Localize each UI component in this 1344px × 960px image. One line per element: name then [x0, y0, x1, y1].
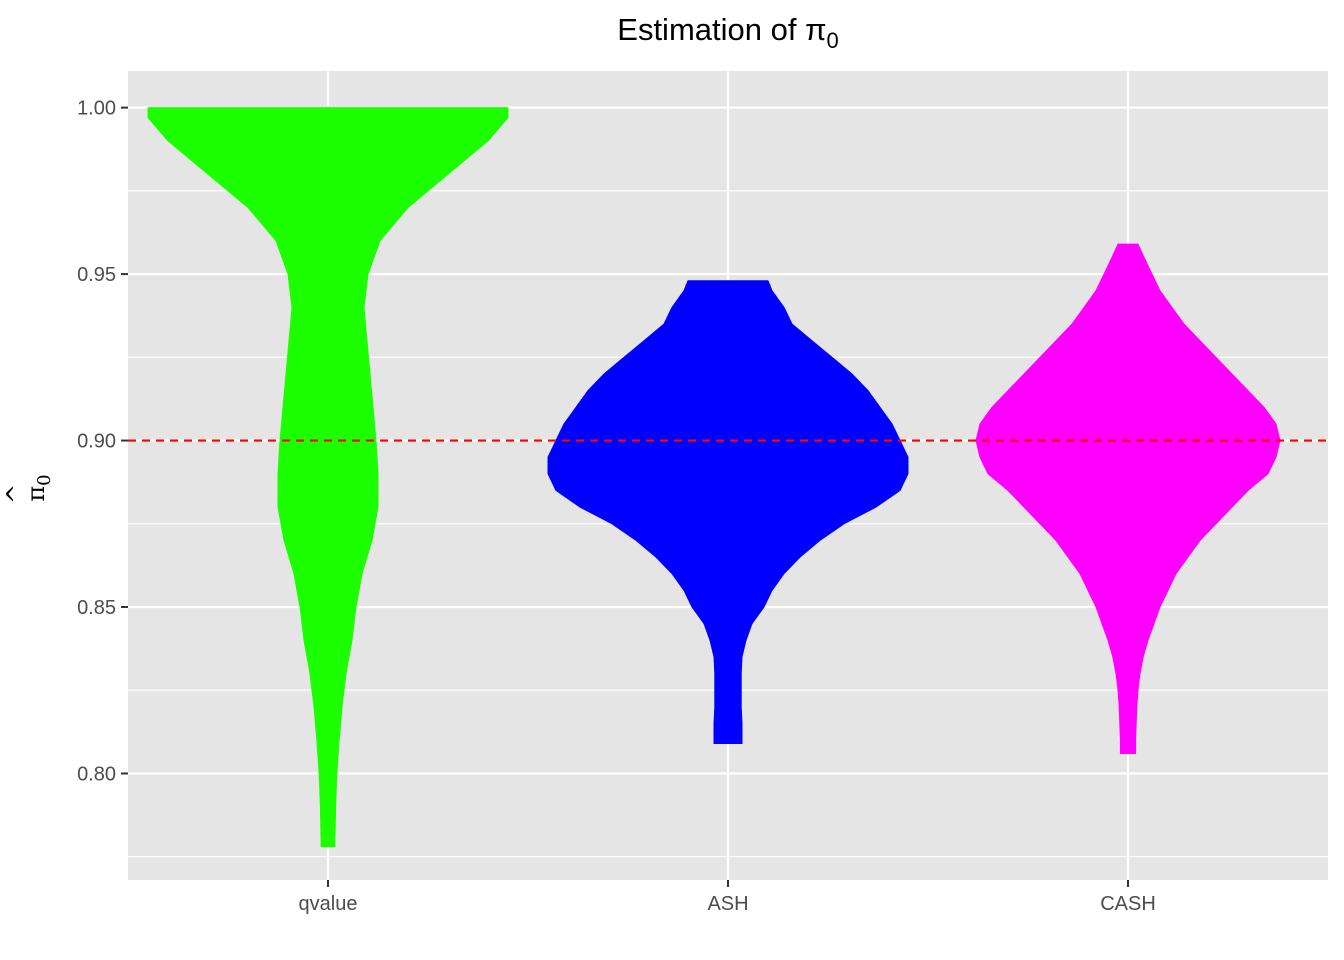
y-tick-label: 1.00 — [77, 98, 116, 120]
x-tick-label: ASH — [707, 893, 748, 915]
chart-title-subscript: 0 — [826, 28, 838, 53]
x-axis: qvalue ASH CASH — [299, 880, 1156, 915]
y-axis: 0.80 0.85 0.90 0.95 1.00 — [77, 98, 128, 785]
y-tick-label: 0.85 — [77, 597, 116, 619]
x-tick-label: CASH — [1100, 893, 1156, 915]
violin-qvalue — [147, 107, 509, 848]
x-tick-label: qvalue — [299, 893, 358, 915]
y-axis-title: π0 ^ — [2, 474, 55, 504]
y-axis-title-hat: ^ — [2, 484, 30, 504]
y-tick-label: 0.90 — [77, 431, 116, 453]
y-axis-title-subscript: 0 — [34, 474, 55, 485]
violin-cash — [975, 243, 1281, 754]
y-axis-title-pi: π — [22, 486, 50, 502]
violin-ash — [547, 280, 909, 744]
violins — [147, 107, 1281, 848]
y-tick-label: 0.95 — [77, 264, 116, 286]
chart-title: Estimation of π0 — [617, 12, 838, 53]
chart-title-main: Estimation of π — [617, 12, 826, 47]
y-tick-label: 0.80 — [77, 763, 116, 785]
y-axis-title-symbol: π0 — [22, 474, 55, 501]
